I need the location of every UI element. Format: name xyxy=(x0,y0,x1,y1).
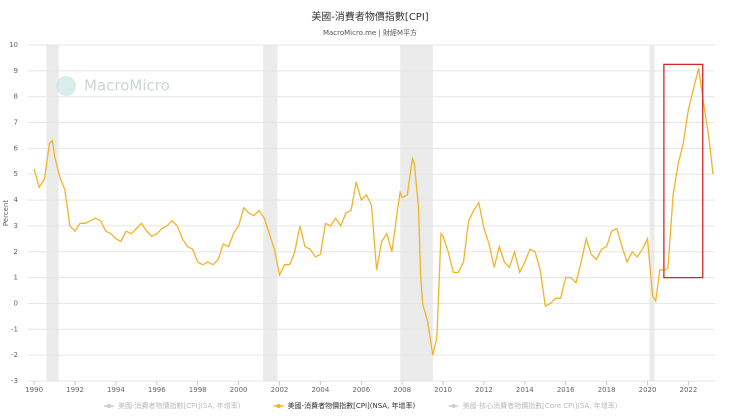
y-tick-label: 10 xyxy=(9,41,18,49)
y-tick-label: 1 xyxy=(14,274,18,282)
legend-label[interactable]: 美國-消費者物價指數[CPI](NSA, 年增率) xyxy=(288,401,416,410)
recession-band xyxy=(400,45,433,381)
x-tick-label: 2022 xyxy=(680,386,698,394)
y-tick-label: 3 xyxy=(14,222,18,230)
x-tick-label: 1992 xyxy=(66,386,84,394)
x-tick-label: 2002 xyxy=(271,386,289,394)
y-tick-label: 4 xyxy=(14,196,19,204)
watermark-logo xyxy=(56,76,76,96)
y-tick-label: 9 xyxy=(14,67,18,75)
watermark: MacroMicro xyxy=(84,77,170,95)
x-tick-label: 2006 xyxy=(352,386,370,394)
legend-marker xyxy=(451,404,456,408)
x-tick-label: 2004 xyxy=(311,386,329,394)
x-tick-label: 2014 xyxy=(516,386,534,394)
x-tick-label: 2010 xyxy=(434,386,452,394)
y-tick-label: 5 xyxy=(14,170,18,178)
chart-title: 美國-消費者物價指數[CPI] xyxy=(311,10,428,23)
recession-band xyxy=(649,45,655,381)
x-tick-label: 2018 xyxy=(598,386,616,394)
x-tick-label: 1990 xyxy=(25,386,43,394)
legend-label[interactable]: 美國-核心消費者物價指數[Core CPI](SA, 年增率) xyxy=(463,401,618,410)
y-tick-label: 6 xyxy=(14,144,19,152)
y-tick-label: -3 xyxy=(11,377,18,385)
x-tick-label: 2012 xyxy=(475,386,493,394)
x-tick-label: 1998 xyxy=(189,386,207,394)
x-tick-label: 1994 xyxy=(107,386,125,394)
highlight-box xyxy=(663,63,704,279)
x-tick-label: 2008 xyxy=(393,386,411,394)
x-tick-label: 2000 xyxy=(230,386,248,394)
x-tick-label: 2016 xyxy=(557,386,575,394)
y-axis-label: Percent xyxy=(2,200,10,227)
y-tick-label: 0 xyxy=(14,299,18,307)
recession-band xyxy=(263,45,278,381)
y-tick-label: 2 xyxy=(14,248,18,256)
legend-marker xyxy=(107,404,111,408)
y-tick-label: -2 xyxy=(11,351,18,359)
y-tick-label: 8 xyxy=(14,93,18,101)
recession-band xyxy=(46,45,59,381)
legend-label[interactable]: 美國-消費者物價指數[CPI](SA, 年增率) xyxy=(118,401,241,410)
chart-subtitle: MacroMicro.me | 財經M平方 xyxy=(323,28,417,37)
y-tick-label: -1 xyxy=(11,325,18,333)
y-tick-label: 7 xyxy=(14,119,18,127)
x-tick-label: 2020 xyxy=(639,386,657,394)
line-series xyxy=(33,68,714,356)
legend-marker xyxy=(276,404,281,408)
x-tick-label: 1996 xyxy=(148,386,166,394)
